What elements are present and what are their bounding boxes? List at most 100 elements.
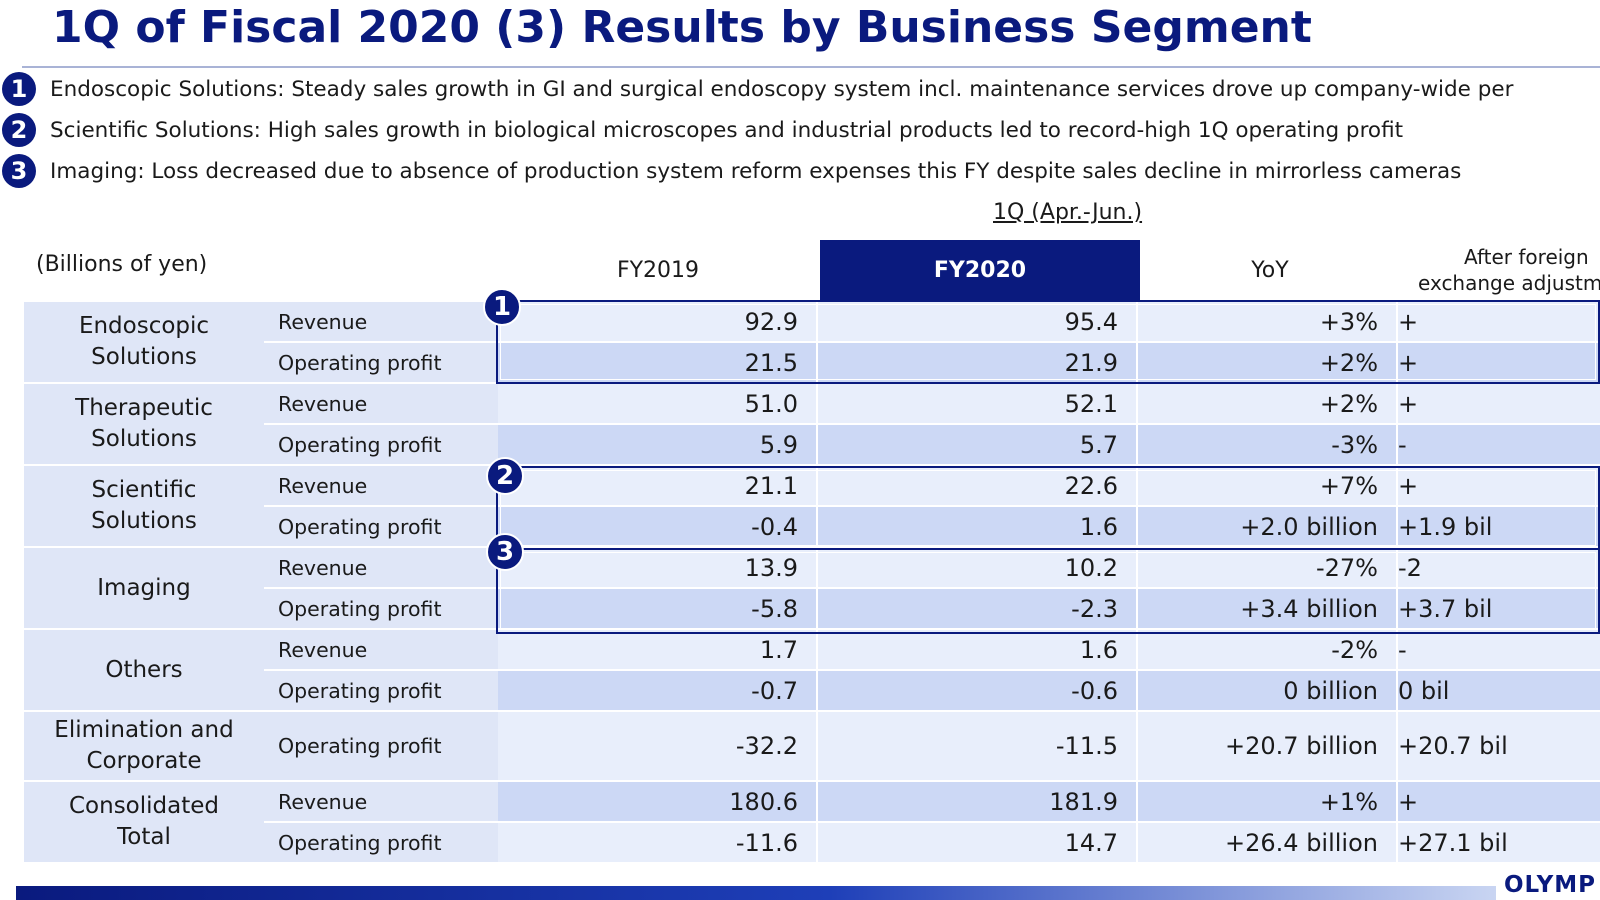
metric-label: Operating profit (264, 823, 498, 862)
segment-name-text: Imaging (97, 573, 190, 604)
segment-name-text: Others (105, 655, 182, 686)
table-row: Operating profit -5.8 -2.3 +3.4 billion +3.7… (264, 589, 1600, 630)
metric-label: Revenue (264, 384, 498, 423)
highlight-box-3 (496, 548, 1600, 634)
segment-name-text: Endoscopic Solutions (79, 311, 209, 373)
cell-fy2020: 5.7 (818, 425, 1136, 464)
cell-yoy: 0 billion (1138, 671, 1396, 710)
cell-fy2019: 92.9 (498, 302, 816, 341)
metric-label: Operating profit (264, 589, 498, 628)
number-2-icon: 2 (2, 113, 36, 147)
table-row: Operating profit -11.6 14.7 +26.4 billion +2… (264, 823, 1600, 864)
column-header-fy2020: FY2020 (820, 240, 1140, 300)
table-row: Revenue 51.0 52.1 +2% + (264, 384, 1600, 425)
segment-name-line: Solutions (91, 344, 197, 370)
cell-fy2020: -0.6 (818, 671, 1136, 710)
cell-fy2020: 1.6 (818, 630, 1136, 669)
cell-yoy: +3.4 billion (1138, 589, 1396, 628)
number-1-icon: 1 (2, 72, 36, 106)
metric-label: Operating profit (264, 671, 498, 710)
segment-name-line: Others (105, 656, 183, 683)
cell-fy2019: 1.7 (498, 630, 816, 669)
cell-yoy: +26.4 billion (1138, 823, 1396, 862)
cell-fx-adjusted: - (1398, 425, 1600, 464)
cell-yoy: -3% (1138, 425, 1396, 464)
segment-name-line: Solutions (91, 508, 197, 534)
table-row: Operating profit 5.9 5.7 -3% - (264, 425, 1600, 466)
segment-name: Others (24, 630, 264, 712)
cell-fy2020: 52.1 (818, 384, 1136, 423)
fx-header-line-1: After foreign (1464, 245, 1589, 269)
table-row: Operating profit 21.5 21.9 +2% + (264, 343, 1600, 384)
period-label: 1Q (Apr.-Jun.) (993, 200, 1143, 225)
metric-label: Revenue (264, 466, 498, 505)
table-row: Revenue 13.9 10.2 -27% -2 (264, 548, 1600, 589)
cell-fy2019: 13.9 (498, 548, 816, 587)
segment-name-text: Elimination and Corporate (54, 715, 233, 777)
cell-fy2020: 21.9 (818, 343, 1136, 382)
highlight-box-2 (496, 466, 1600, 550)
segment-name-line: Total (117, 824, 171, 850)
table-row: Revenue 21.1 22.6 +7% + (264, 466, 1600, 507)
bullet-2: 2 Scientific Solutions: High sales growt… (2, 111, 1403, 149)
cell-fy2020: 1.6 (818, 507, 1136, 546)
bullet-1-text: Endoscopic Solutions: Steady sales growt… (50, 76, 1514, 102)
cell-fy2020: 22.6 (818, 466, 1136, 505)
segment-name-line: Imaging (97, 574, 191, 601)
segment-name: Consolidated Total (24, 782, 264, 864)
cell-fx-adjusted: + (1398, 302, 1600, 341)
segment-name-line: Endoscopic (78, 313, 210, 339)
metric-label: Operating profit (264, 712, 498, 780)
cell-yoy: +3% (1138, 302, 1396, 341)
bullet-3: 3 Imaging: Loss decreased due to absence… (2, 152, 1461, 190)
table-row: Operating profit -0.7 -0.6 0 billion 0 bil (264, 671, 1600, 712)
cell-fx-adjusted: + (1398, 782, 1600, 821)
cell-fy2019: -0.7 (498, 671, 816, 710)
fx-header-line-2: exchange adjustm (1418, 271, 1600, 295)
metric-label: Operating profit (264, 507, 498, 546)
cell-fy2020: -11.5 (818, 712, 1136, 780)
column-header-yoy: YoY (1251, 257, 1289, 283)
cell-fy2019: -5.8 (498, 589, 816, 628)
metric-label: Operating profit (264, 343, 498, 382)
segment-name-line: Therapeutic (75, 395, 213, 421)
segment-name-text: Scientific Solutions (91, 475, 197, 537)
cell-fy2019: -0.4 (498, 507, 816, 546)
table-row: Operating profit -0.4 1.6 +2.0 billion +1.9 … (264, 507, 1600, 548)
cell-fy2020: -2.3 (818, 589, 1136, 628)
title-divider (22, 66, 1600, 68)
cell-fx-adjusted: +20.7 bil (1398, 712, 1600, 780)
metric-label: Revenue (264, 630, 498, 669)
cell-fy2020: 181.9 (818, 782, 1136, 821)
table-row: Revenue 92.9 95.4 +3% + (264, 302, 1600, 343)
footer-bar (16, 886, 1496, 900)
cell-fy2020: 14.7 (818, 823, 1136, 862)
cell-fy2019: -32.2 (498, 712, 816, 780)
segment-name-line: Elimination and (54, 717, 234, 743)
column-header-fy2019: FY2019 (616, 257, 700, 283)
metric-label: Revenue (264, 548, 498, 587)
cell-fx-adjusted: -2 (1398, 548, 1600, 587)
segment-name-line: Scientific (91, 477, 197, 503)
bullet-3-text: Imaging: Loss decreased due to absence o… (50, 158, 1462, 184)
cell-yoy: +2% (1138, 343, 1396, 382)
cell-yoy: +2.0 billion (1138, 507, 1396, 546)
metric-label: Revenue (264, 302, 498, 341)
bullet-1: 1 Endoscopic Solutions: Steady sales gro… (2, 70, 1513, 108)
cell-fx-adjusted: + (1398, 343, 1600, 382)
units-label: (Billions of yen) (36, 252, 208, 277)
cell-fx-adjusted: +27.1 bil (1398, 823, 1600, 862)
cell-fy2019: -11.6 (498, 823, 816, 862)
segment-name: Imaging (24, 548, 264, 630)
bullet-2-text: Scientific Solutions: High sales growth … (50, 117, 1404, 143)
cell-fx-adjusted: +3.7 bil (1398, 589, 1600, 628)
segment-name-line: Solutions (91, 426, 197, 452)
segment-name: Scientific Solutions (24, 466, 264, 548)
cell-yoy: +1% (1138, 782, 1396, 821)
cell-yoy: +7% (1138, 466, 1396, 505)
cell-fx-adjusted: 0 bil (1398, 671, 1600, 710)
cell-yoy: +20.7 billion (1138, 712, 1396, 780)
highlight-box-1 (496, 300, 1600, 384)
segment-name: Elimination and Corporate (24, 712, 264, 782)
segment-name-text: Consolidated Total (69, 791, 219, 853)
